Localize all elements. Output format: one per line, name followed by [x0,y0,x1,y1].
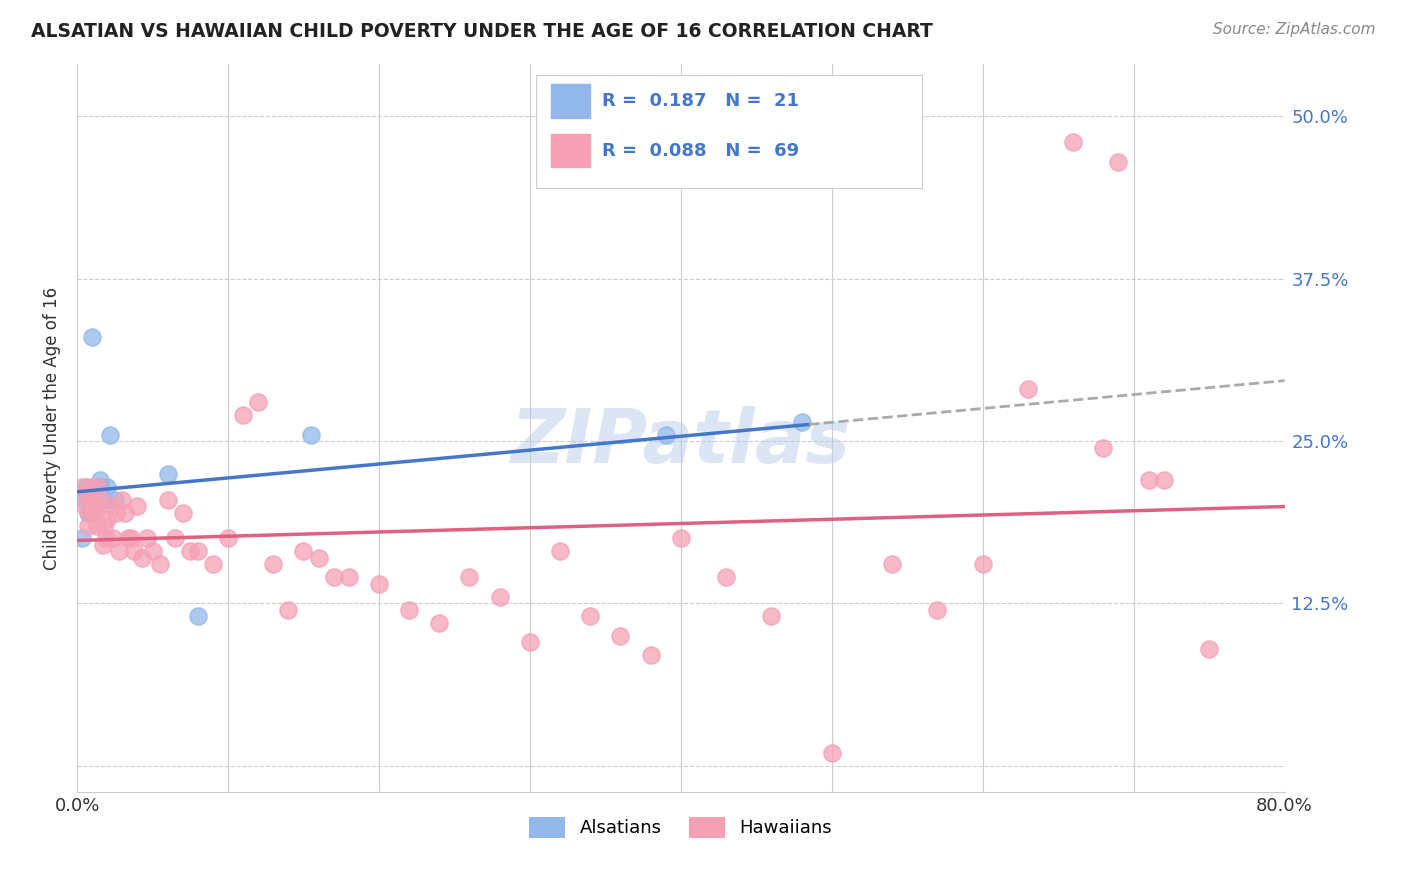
Point [96,512,118,526]
Point [75,479,97,493]
Point [790,415,813,429]
Point [124,544,146,558]
Point [105,506,128,520]
Point [217,532,239,546]
Point [127,499,149,513]
Point [609,629,631,643]
Point [73,499,96,513]
Point [1092,441,1115,455]
Point [114,506,136,520]
Point [640,648,662,663]
Point [299,427,322,442]
Point [77,492,100,507]
Point [1062,135,1084,149]
Point [83,499,105,513]
Point [117,532,139,546]
Point [86,479,108,493]
Point [90,479,112,493]
Point [87,479,110,493]
Point [76,506,98,520]
Point [84,499,107,513]
Point [548,544,571,558]
Point [172,506,194,520]
Point [669,532,692,546]
Point [519,635,541,649]
Point [308,551,330,566]
Point [79,506,101,520]
Text: Source: ZipAtlas.com: Source: ZipAtlas.com [1212,22,1375,37]
Point [75,486,97,500]
Text: ALSATIAN VS HAWAIIAN CHILD POVERTY UNDER THE AGE OF 16 CORRELATION CHART: ALSATIAN VS HAWAIIAN CHILD POVERTY UNDER… [31,22,932,41]
Point [292,544,315,558]
Point [84,506,107,520]
Point [91,538,114,552]
Legend: Alsatians, Hawaiians: Alsatians, Hawaiians [522,810,839,845]
Point [76,518,98,533]
Point [187,609,209,624]
Point [165,532,187,546]
Point [103,532,125,546]
Point [1137,473,1160,487]
Point [98,427,121,442]
Point [73,492,96,507]
Point [1108,154,1130,169]
Point [70,479,93,493]
Point [83,486,105,500]
Point [1153,473,1175,487]
Point [94,532,117,546]
Point [927,603,949,617]
Point [427,615,450,630]
Point [96,479,118,493]
Point [93,518,115,533]
Point [821,746,844,760]
Point [82,330,104,344]
Point [70,532,93,546]
Point [77,506,100,520]
Point [247,395,270,409]
Point [79,479,101,493]
Point [142,544,165,558]
Point [104,492,127,507]
Point [179,544,201,558]
Point [322,570,344,584]
Point [187,544,209,558]
Point [120,532,142,546]
Point [277,603,299,617]
Point [135,532,157,546]
Point [262,558,284,572]
Point [488,590,510,604]
Point [156,467,179,481]
Point [458,570,481,584]
Point [156,492,179,507]
Point [1198,642,1220,657]
Point [201,558,224,572]
Point [149,558,172,572]
Point [108,544,131,558]
Point [579,609,602,624]
Text: ZIPatlas: ZIPatlas [510,406,851,479]
Y-axis label: Child Poverty Under the Age of 16: Child Poverty Under the Age of 16 [44,286,60,570]
Point [82,492,104,507]
Point [86,518,108,533]
Point [368,577,391,591]
Point [1017,382,1039,396]
Point [972,558,994,572]
Point [90,492,112,507]
Point [89,473,111,487]
Point [98,499,121,513]
Point [337,570,360,584]
Point [111,492,134,507]
Point [232,408,254,422]
Point [654,427,676,442]
Point [880,558,903,572]
Point [761,609,783,624]
Point [714,570,737,584]
Point [131,551,153,566]
Point [398,603,420,617]
Point [93,492,115,507]
